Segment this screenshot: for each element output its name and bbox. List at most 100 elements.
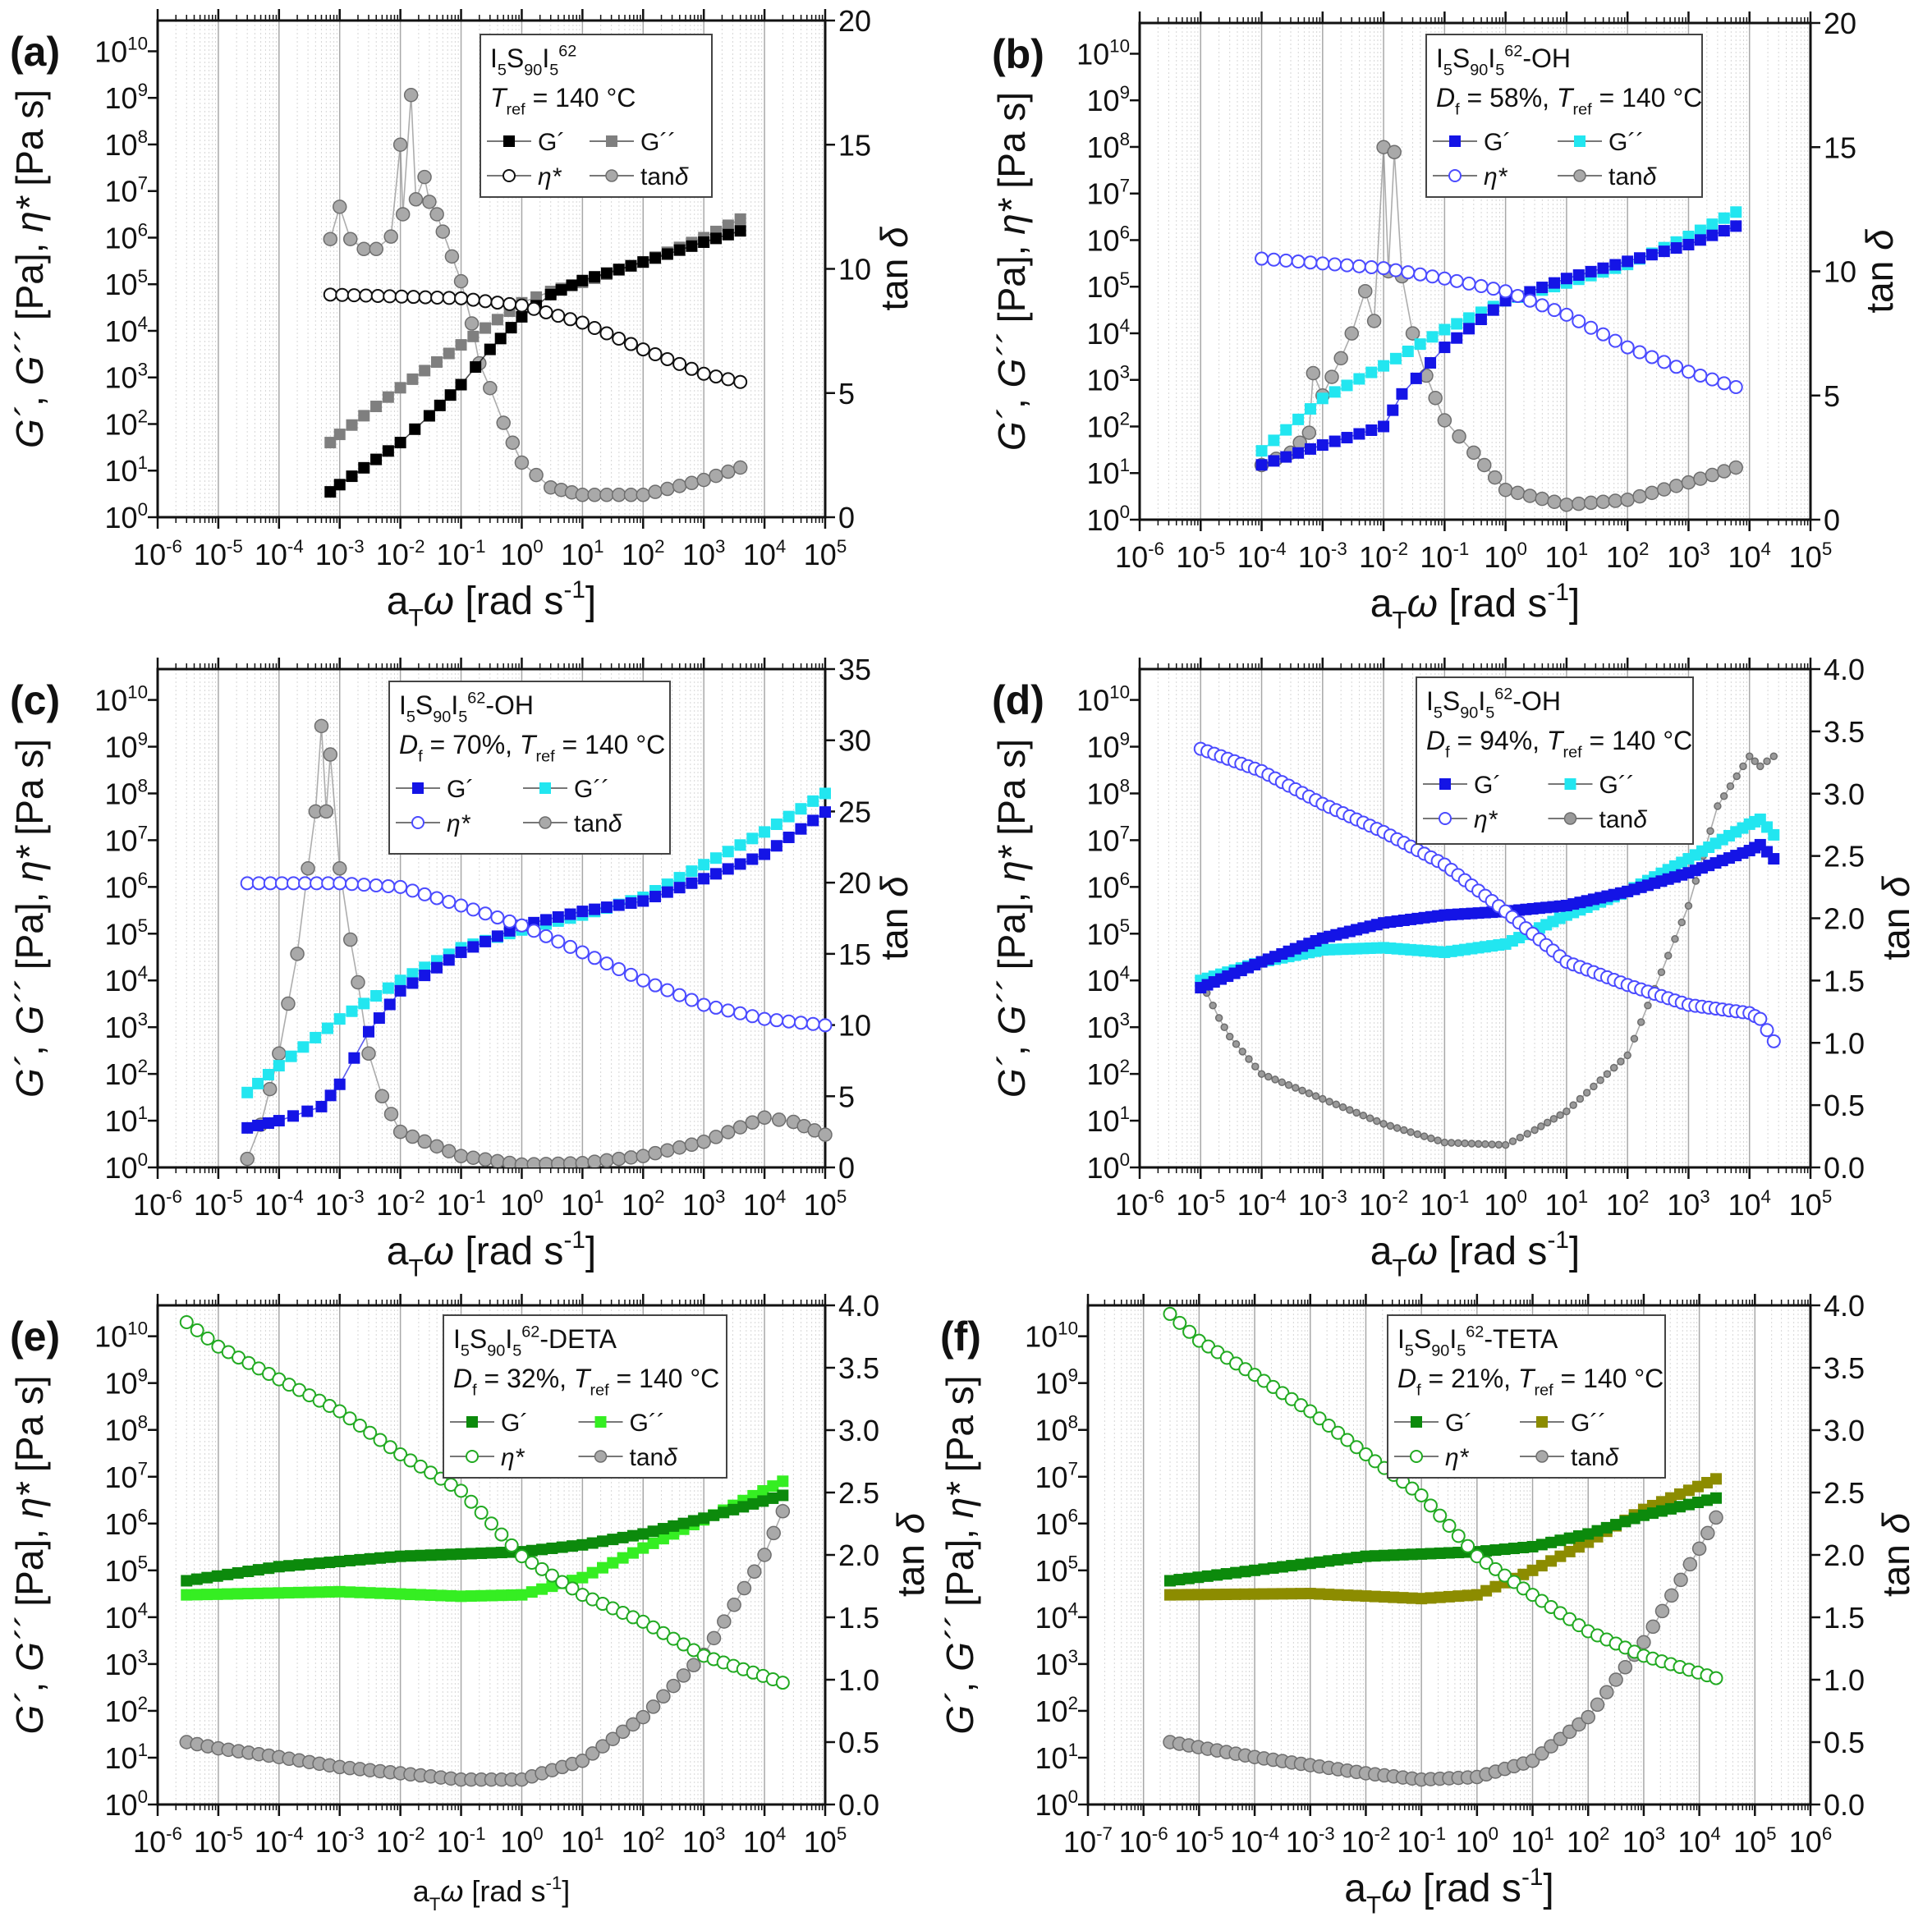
- point-g1: [1351, 1552, 1363, 1564]
- text-segment: 0: [138, 1149, 148, 1170]
- point-tan-delta: [1645, 485, 1659, 501]
- point-g2: [1351, 1589, 1363, 1602]
- text-segment: 10: [376, 1188, 409, 1222]
- right-y-tick-label: 0: [1824, 503, 1840, 537]
- point-tan-delta: [1325, 1098, 1333, 1106]
- point-eta: [298, 876, 313, 891]
- text-segment: G´´: [8, 331, 51, 385]
- point-eta: [1349, 1440, 1364, 1455]
- series-layer: [323, 88, 748, 502]
- y-tick-label: 101: [105, 1103, 148, 1138]
- right-y-tick-label: 0: [838, 501, 855, 534]
- text-segment: 10: [194, 1188, 227, 1222]
- text-segment: [Pa s]: [8, 89, 51, 196]
- text-segment: 10: [1087, 410, 1120, 443]
- point-eta: [263, 876, 278, 891]
- point-eta: [1364, 259, 1379, 274]
- point-g1: [1585, 265, 1597, 277]
- point-g1: [505, 322, 517, 334]
- point-tan-delta: [1595, 494, 1611, 509]
- text-segment: D: [453, 1364, 472, 1393]
- legend-marker-eta: [1439, 812, 1452, 825]
- point-tan-delta: [1693, 471, 1708, 486]
- x-tick-label: 10-4: [1237, 1186, 1287, 1222]
- point-g2: [333, 1585, 346, 1598]
- point-tan-delta: [1359, 1112, 1368, 1120]
- point-tan-delta: [1292, 1084, 1300, 1092]
- text-segment: 10: [1109, 35, 1130, 56]
- point-g2: [1535, 1560, 1548, 1572]
- point-g1: [1597, 262, 1609, 274]
- x-tick-label: 100: [1484, 1186, 1526, 1222]
- point-tan-delta: [1298, 1086, 1306, 1095]
- text-segment: 4: [1710, 1823, 1720, 1844]
- point-g2: [1563, 1545, 1576, 1557]
- point-tan-delta: [1582, 1089, 1591, 1097]
- text-segment: 10: [1087, 777, 1120, 810]
- point-g1: [1239, 1566, 1251, 1578]
- point-g1: [1591, 1525, 1604, 1537]
- point-g1: [516, 310, 528, 323]
- x-tick-label: 10-1: [1420, 1186, 1469, 1222]
- point-eta: [1728, 380, 1743, 395]
- point-eta: [442, 291, 457, 305]
- text-segment: -1: [470, 536, 486, 557]
- point-eta: [478, 906, 493, 921]
- text-segment: 2: [138, 1056, 148, 1076]
- point-g2: [394, 1588, 406, 1600]
- text-segment: 1: [1120, 1103, 1130, 1123]
- text-segment: ref: [1563, 744, 1582, 762]
- text-segment: 3: [1700, 1186, 1709, 1207]
- point-g2: [1229, 1588, 1241, 1600]
- text-segment: f: [1445, 744, 1450, 762]
- legend-marker-tan: [539, 816, 552, 829]
- point-g1: [455, 1548, 467, 1560]
- legend-label-g1: G´: [1474, 772, 1501, 799]
- point-tan-delta: [1535, 491, 1549, 507]
- text-segment: ref: [507, 101, 526, 119]
- series-g2: [1163, 1473, 1722, 1605]
- point-g1: [536, 1543, 548, 1556]
- legend-label-tan: tanδ: [574, 810, 622, 837]
- point-g1: [1173, 1574, 1186, 1586]
- text-segment: 10: [105, 1554, 138, 1588]
- text-segment: 7: [138, 822, 148, 842]
- text-segment: I: [1449, 1324, 1457, 1354]
- text-segment: -3: [1331, 1186, 1347, 1207]
- point-tan-delta: [395, 207, 411, 222]
- text-segment: 10: [133, 1188, 166, 1222]
- point-tan-delta: [1583, 495, 1599, 511]
- point-eta: [1331, 1425, 1346, 1440]
- text-segment: D: [1436, 83, 1455, 112]
- text-segment: η*: [447, 810, 471, 837]
- point-g1: [394, 1550, 406, 1562]
- text-segment: 5: [837, 1186, 847, 1207]
- point-g1: [637, 895, 649, 907]
- text-segment: 10: [105, 870, 138, 904]
- point-eta: [418, 290, 433, 305]
- text-segment: 9: [1068, 1365, 1078, 1386]
- legend-marker-g2: [539, 782, 551, 794]
- point-tan-delta: [464, 316, 480, 331]
- text-segment: 5: [138, 915, 148, 936]
- point-tan-delta: [1547, 494, 1562, 509]
- point-g2: [382, 391, 394, 403]
- text-segment: -DETA: [539, 1324, 617, 1354]
- point-eta: [526, 301, 541, 316]
- point-g1: [1768, 853, 1780, 865]
- point-tan-delta: [1636, 1018, 1645, 1026]
- text-segment: T: [1547, 726, 1565, 755]
- text-segment: 10: [105, 1601, 138, 1635]
- panel-label: (c): [10, 677, 60, 723]
- x-tick-label: 10-2: [376, 536, 425, 571]
- point-g1: [1329, 435, 1341, 447]
- point-tan-delta: [1732, 772, 1741, 781]
- point-g1: [293, 1559, 305, 1571]
- text-segment: 10: [1176, 1188, 1209, 1222]
- point-g1: [661, 248, 673, 260]
- point-tan-delta: [1238, 1048, 1246, 1056]
- text-segment: 4: [138, 962, 148, 983]
- point-tan-delta: [392, 1124, 408, 1140]
- point-g2: [394, 382, 406, 394]
